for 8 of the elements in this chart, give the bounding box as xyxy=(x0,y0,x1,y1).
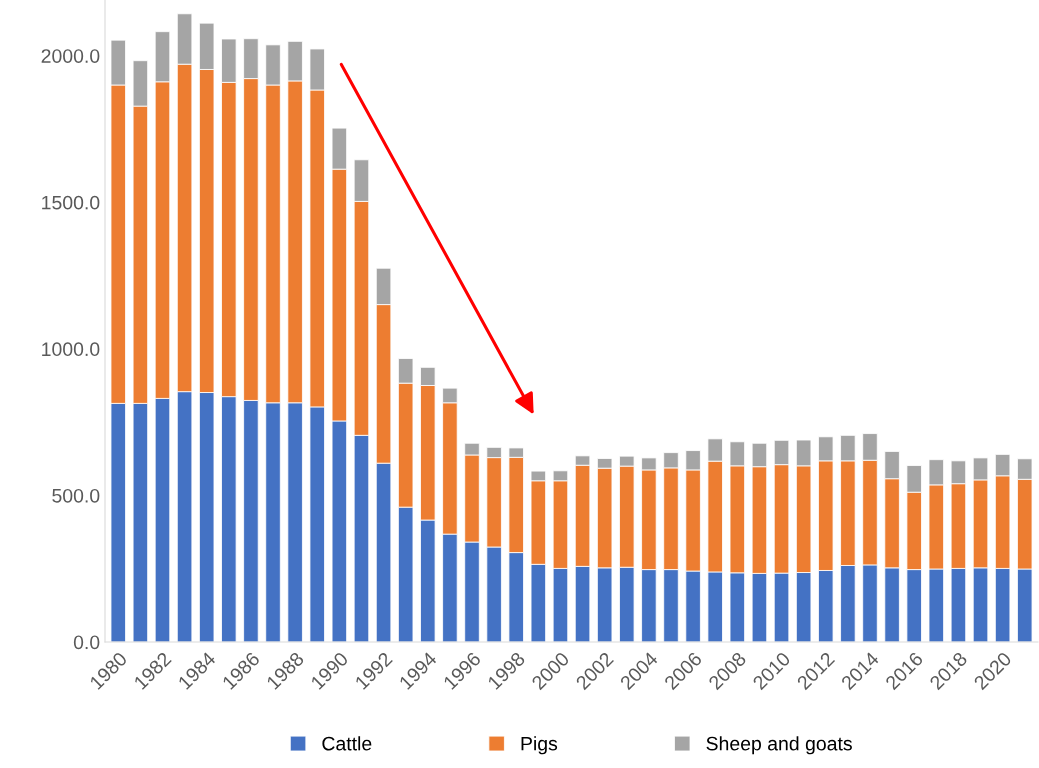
y-tick-label: 1000.0 xyxy=(42,342,100,357)
y-tick-label: 2000.0 xyxy=(41,49,100,63)
legend-label: Sheep and goats xyxy=(706,736,852,755)
legend-label: Cattle xyxy=(322,736,372,751)
y-tick-label: 1500.0 xyxy=(42,195,100,210)
legend-label: Pigs xyxy=(521,736,558,755)
y-tick-label: 500.0 xyxy=(52,488,100,503)
y-tick-label: 0.0 xyxy=(73,635,100,650)
